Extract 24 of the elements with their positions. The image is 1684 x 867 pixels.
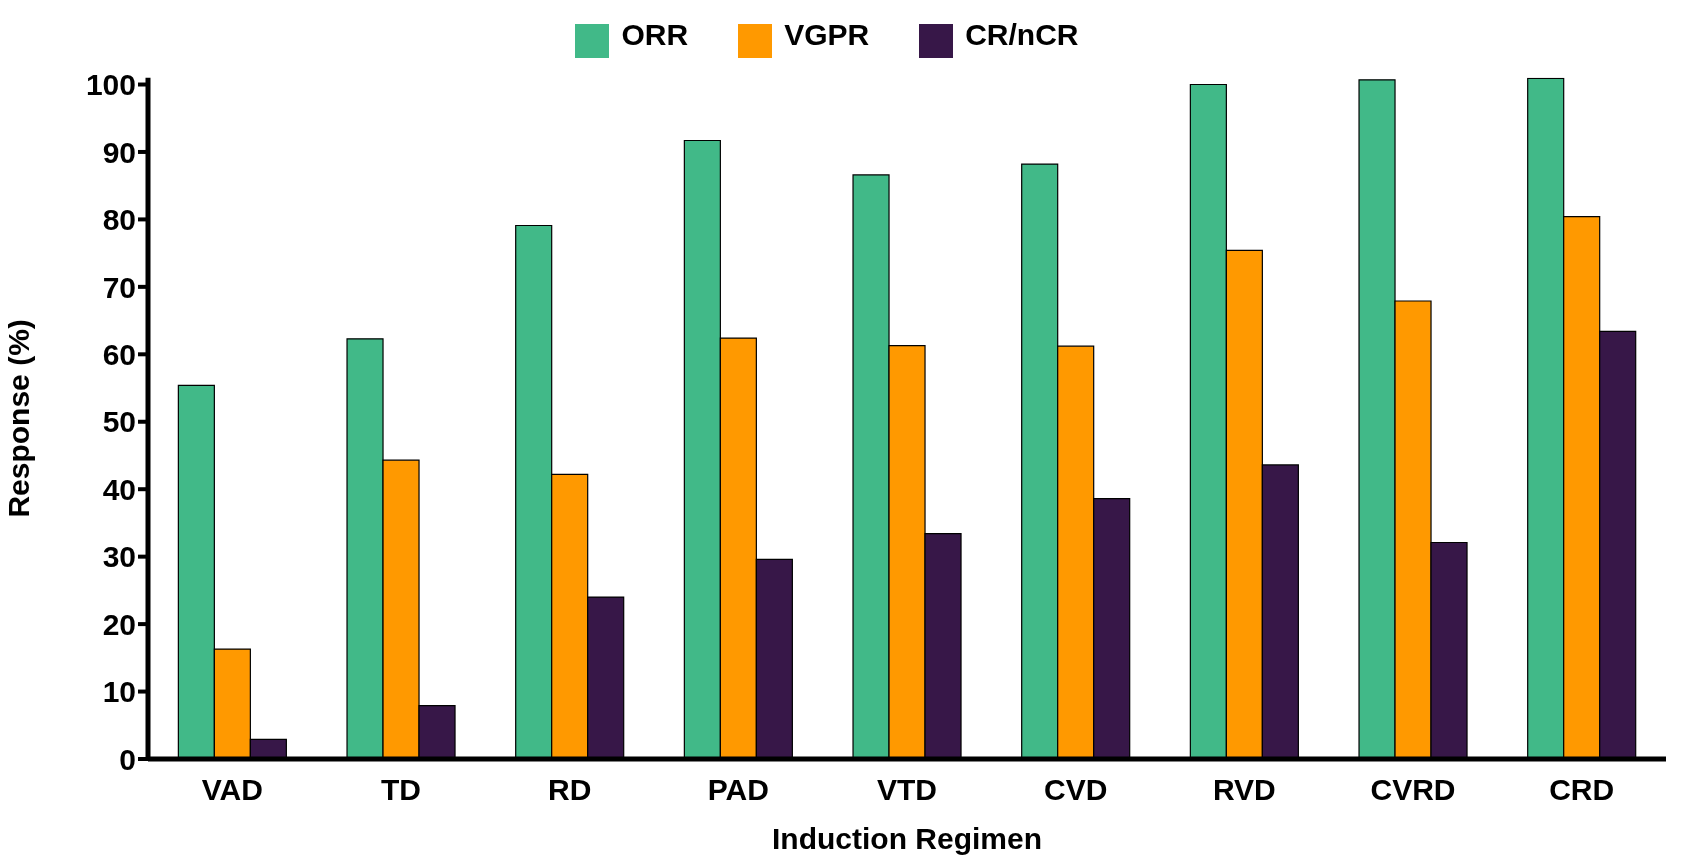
y-tick-label: 0	[119, 742, 136, 776]
y-tick-label: 60	[102, 337, 136, 371]
x-tick-label: TD	[381, 773, 421, 807]
x-tick-label: PAD	[707, 773, 769, 807]
y-tick-label: 80	[102, 203, 136, 237]
y-tick-label: 10	[102, 675, 136, 709]
legend-label: VGPR	[784, 18, 870, 51]
x-tick-label: CVRD	[1370, 773, 1456, 807]
x-tick-label: CRD	[1549, 773, 1615, 807]
y-tick-label: 70	[102, 270, 136, 304]
y-tick-label: 30	[102, 540, 136, 574]
legend-label: CR/nCR	[965, 18, 1079, 51]
y-tick-label: 90	[102, 135, 136, 169]
y-tick-label: 100	[85, 68, 136, 102]
x-tick-label: VAD	[201, 773, 263, 807]
legend-label: ORR	[621, 18, 689, 51]
x-tick-label: RD	[547, 773, 592, 807]
x-tick-label: RVD	[1212, 773, 1276, 807]
x-tick-label: VTD	[877, 773, 937, 807]
x-axis-title: Induction Regimen	[772, 822, 1042, 855]
y-tick-label: 50	[102, 405, 136, 439]
x-tick-label: CVD	[1043, 773, 1108, 807]
y-tick-label: 20	[102, 607, 136, 641]
y-tick-label: 40	[102, 472, 136, 506]
